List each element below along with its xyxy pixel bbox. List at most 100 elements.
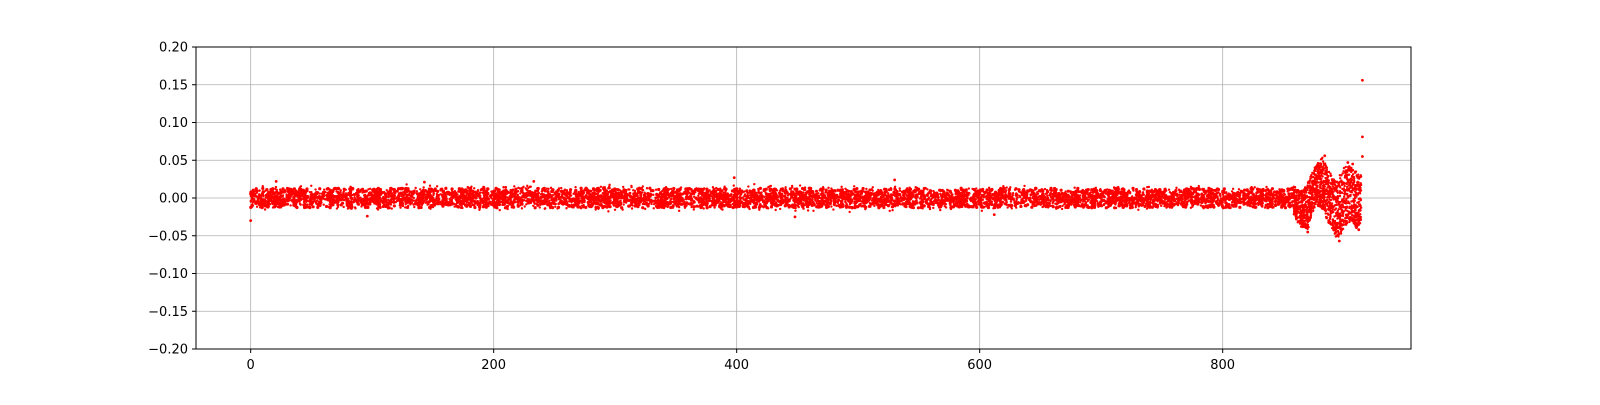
data-point <box>743 195 745 197</box>
data-point <box>565 207 567 209</box>
data-point <box>932 207 934 209</box>
data-point <box>899 187 901 189</box>
data-point <box>516 194 518 196</box>
data-point <box>399 206 401 208</box>
data-point <box>891 209 893 211</box>
data-point <box>1283 192 1285 194</box>
data-point <box>654 196 656 198</box>
data-point <box>602 192 604 194</box>
data-point <box>865 188 867 190</box>
data-point <box>310 185 312 187</box>
data-point <box>611 202 613 204</box>
data-point <box>354 207 356 209</box>
data-point <box>848 211 850 213</box>
data-point <box>499 209 501 211</box>
data-point <box>1238 188 1240 190</box>
data-point <box>505 186 507 188</box>
data-point <box>539 206 541 208</box>
data-point <box>521 207 523 209</box>
data-point <box>889 210 891 212</box>
data-point <box>708 199 710 201</box>
data-point <box>840 186 842 188</box>
data-point <box>919 197 921 199</box>
data-point <box>973 193 975 195</box>
data-point <box>1135 206 1137 208</box>
data-point <box>502 186 504 188</box>
data-point <box>1079 199 1081 201</box>
data-point <box>413 206 415 208</box>
data-point <box>250 200 252 202</box>
data-point <box>832 208 834 210</box>
data-point <box>817 200 819 202</box>
data-point <box>937 196 939 198</box>
data-point <box>830 199 832 201</box>
data-point <box>315 201 317 203</box>
data-point <box>435 199 437 201</box>
data-point <box>526 185 528 187</box>
data-point <box>690 206 692 208</box>
data-point <box>869 202 871 204</box>
data-point <box>989 198 991 200</box>
data-point <box>642 185 644 187</box>
data-point <box>779 208 781 210</box>
data-point <box>1229 198 1231 200</box>
data-point <box>931 197 933 199</box>
data-point <box>405 183 407 185</box>
data-point <box>467 186 469 188</box>
data-point <box>731 200 733 202</box>
data-point <box>652 194 654 196</box>
data-point <box>524 205 526 207</box>
data-point <box>779 189 781 191</box>
data-point <box>644 208 646 210</box>
data-point <box>968 187 970 189</box>
data-point <box>746 200 748 202</box>
data-point <box>753 183 755 185</box>
data-point <box>342 206 344 208</box>
data-point <box>414 199 416 201</box>
data-point <box>807 209 809 211</box>
data-point <box>891 197 893 199</box>
data-point <box>382 197 384 199</box>
data-point <box>256 206 258 208</box>
data-point <box>812 210 814 212</box>
data-point <box>419 188 421 190</box>
data-point <box>1024 197 1026 199</box>
data-point <box>574 186 576 188</box>
data-point <box>1265 186 1267 188</box>
data-point <box>627 188 629 190</box>
data-point <box>322 191 324 193</box>
data-point <box>1168 189 1170 191</box>
data-point <box>298 201 300 203</box>
data-point <box>1015 197 1017 199</box>
data-point <box>1137 209 1139 211</box>
data-point <box>934 196 936 198</box>
data-point <box>830 205 832 207</box>
data-point <box>432 193 434 195</box>
data-point <box>630 185 632 187</box>
data-point <box>1216 196 1218 198</box>
data-point <box>1273 197 1275 199</box>
data-point <box>650 203 652 205</box>
data-point <box>827 187 829 189</box>
data-point <box>843 198 845 200</box>
data-point <box>646 187 648 189</box>
data-point <box>678 210 680 212</box>
data-point <box>422 186 424 188</box>
data-point <box>1219 194 1221 196</box>
data-point <box>449 198 451 200</box>
data-point <box>1087 196 1089 198</box>
data-point <box>1115 202 1117 204</box>
data-point <box>676 205 678 207</box>
data-point <box>554 205 556 207</box>
data-point <box>697 195 699 197</box>
data-point <box>429 185 431 187</box>
data-point <box>733 184 735 186</box>
data-point <box>1169 191 1171 193</box>
data-point <box>529 186 531 188</box>
data-point <box>872 186 874 188</box>
data-point <box>670 188 672 190</box>
data-point <box>799 184 801 186</box>
data-point <box>608 184 610 186</box>
